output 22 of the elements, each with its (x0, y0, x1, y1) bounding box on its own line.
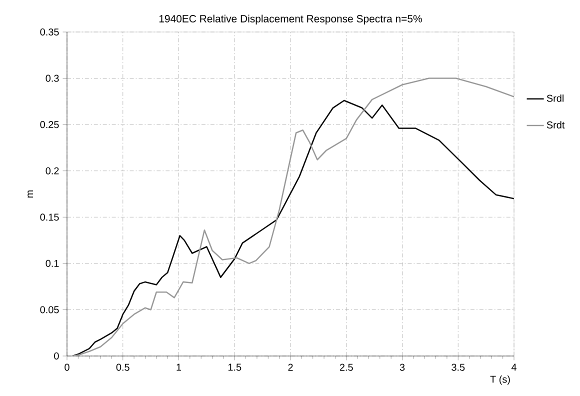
x-tick-label: 1.5 (228, 364, 242, 371)
y-tick-label: 0.2 (46, 167, 59, 174)
y-tick-label: 0.15 (40, 214, 59, 221)
x-tick-label: 3.5 (452, 364, 465, 371)
x-tick-label: 4 (511, 364, 516, 371)
x-tick-label: 1 (176, 364, 182, 371)
y-tick-label: 0.35 (40, 28, 59, 36)
x-tick-label: 0.5 (116, 364, 130, 371)
y-tick-label: 0.25 (40, 121, 59, 128)
x-tick-label: 3 (400, 364, 405, 371)
legend-label: Srdt (546, 121, 565, 128)
x-tick-label: 0 (64, 364, 70, 371)
legend-label: Srdl (546, 94, 564, 102)
y-axis-title: m (28, 190, 33, 198)
x-axis-title: T (s) (490, 375, 510, 385)
y-tick-label: 0 (54, 352, 59, 360)
y-tick-label: 0.3 (46, 74, 59, 82)
x-tick-label: 2 (288, 364, 293, 371)
x-tick-label: 2.5 (340, 364, 353, 371)
y-tick-label: 0.05 (40, 306, 59, 314)
chart-title: 1940EC Relative Displacement Response Spectra n=5% (159, 14, 422, 24)
y-tick-label: 0.1 (46, 260, 59, 267)
